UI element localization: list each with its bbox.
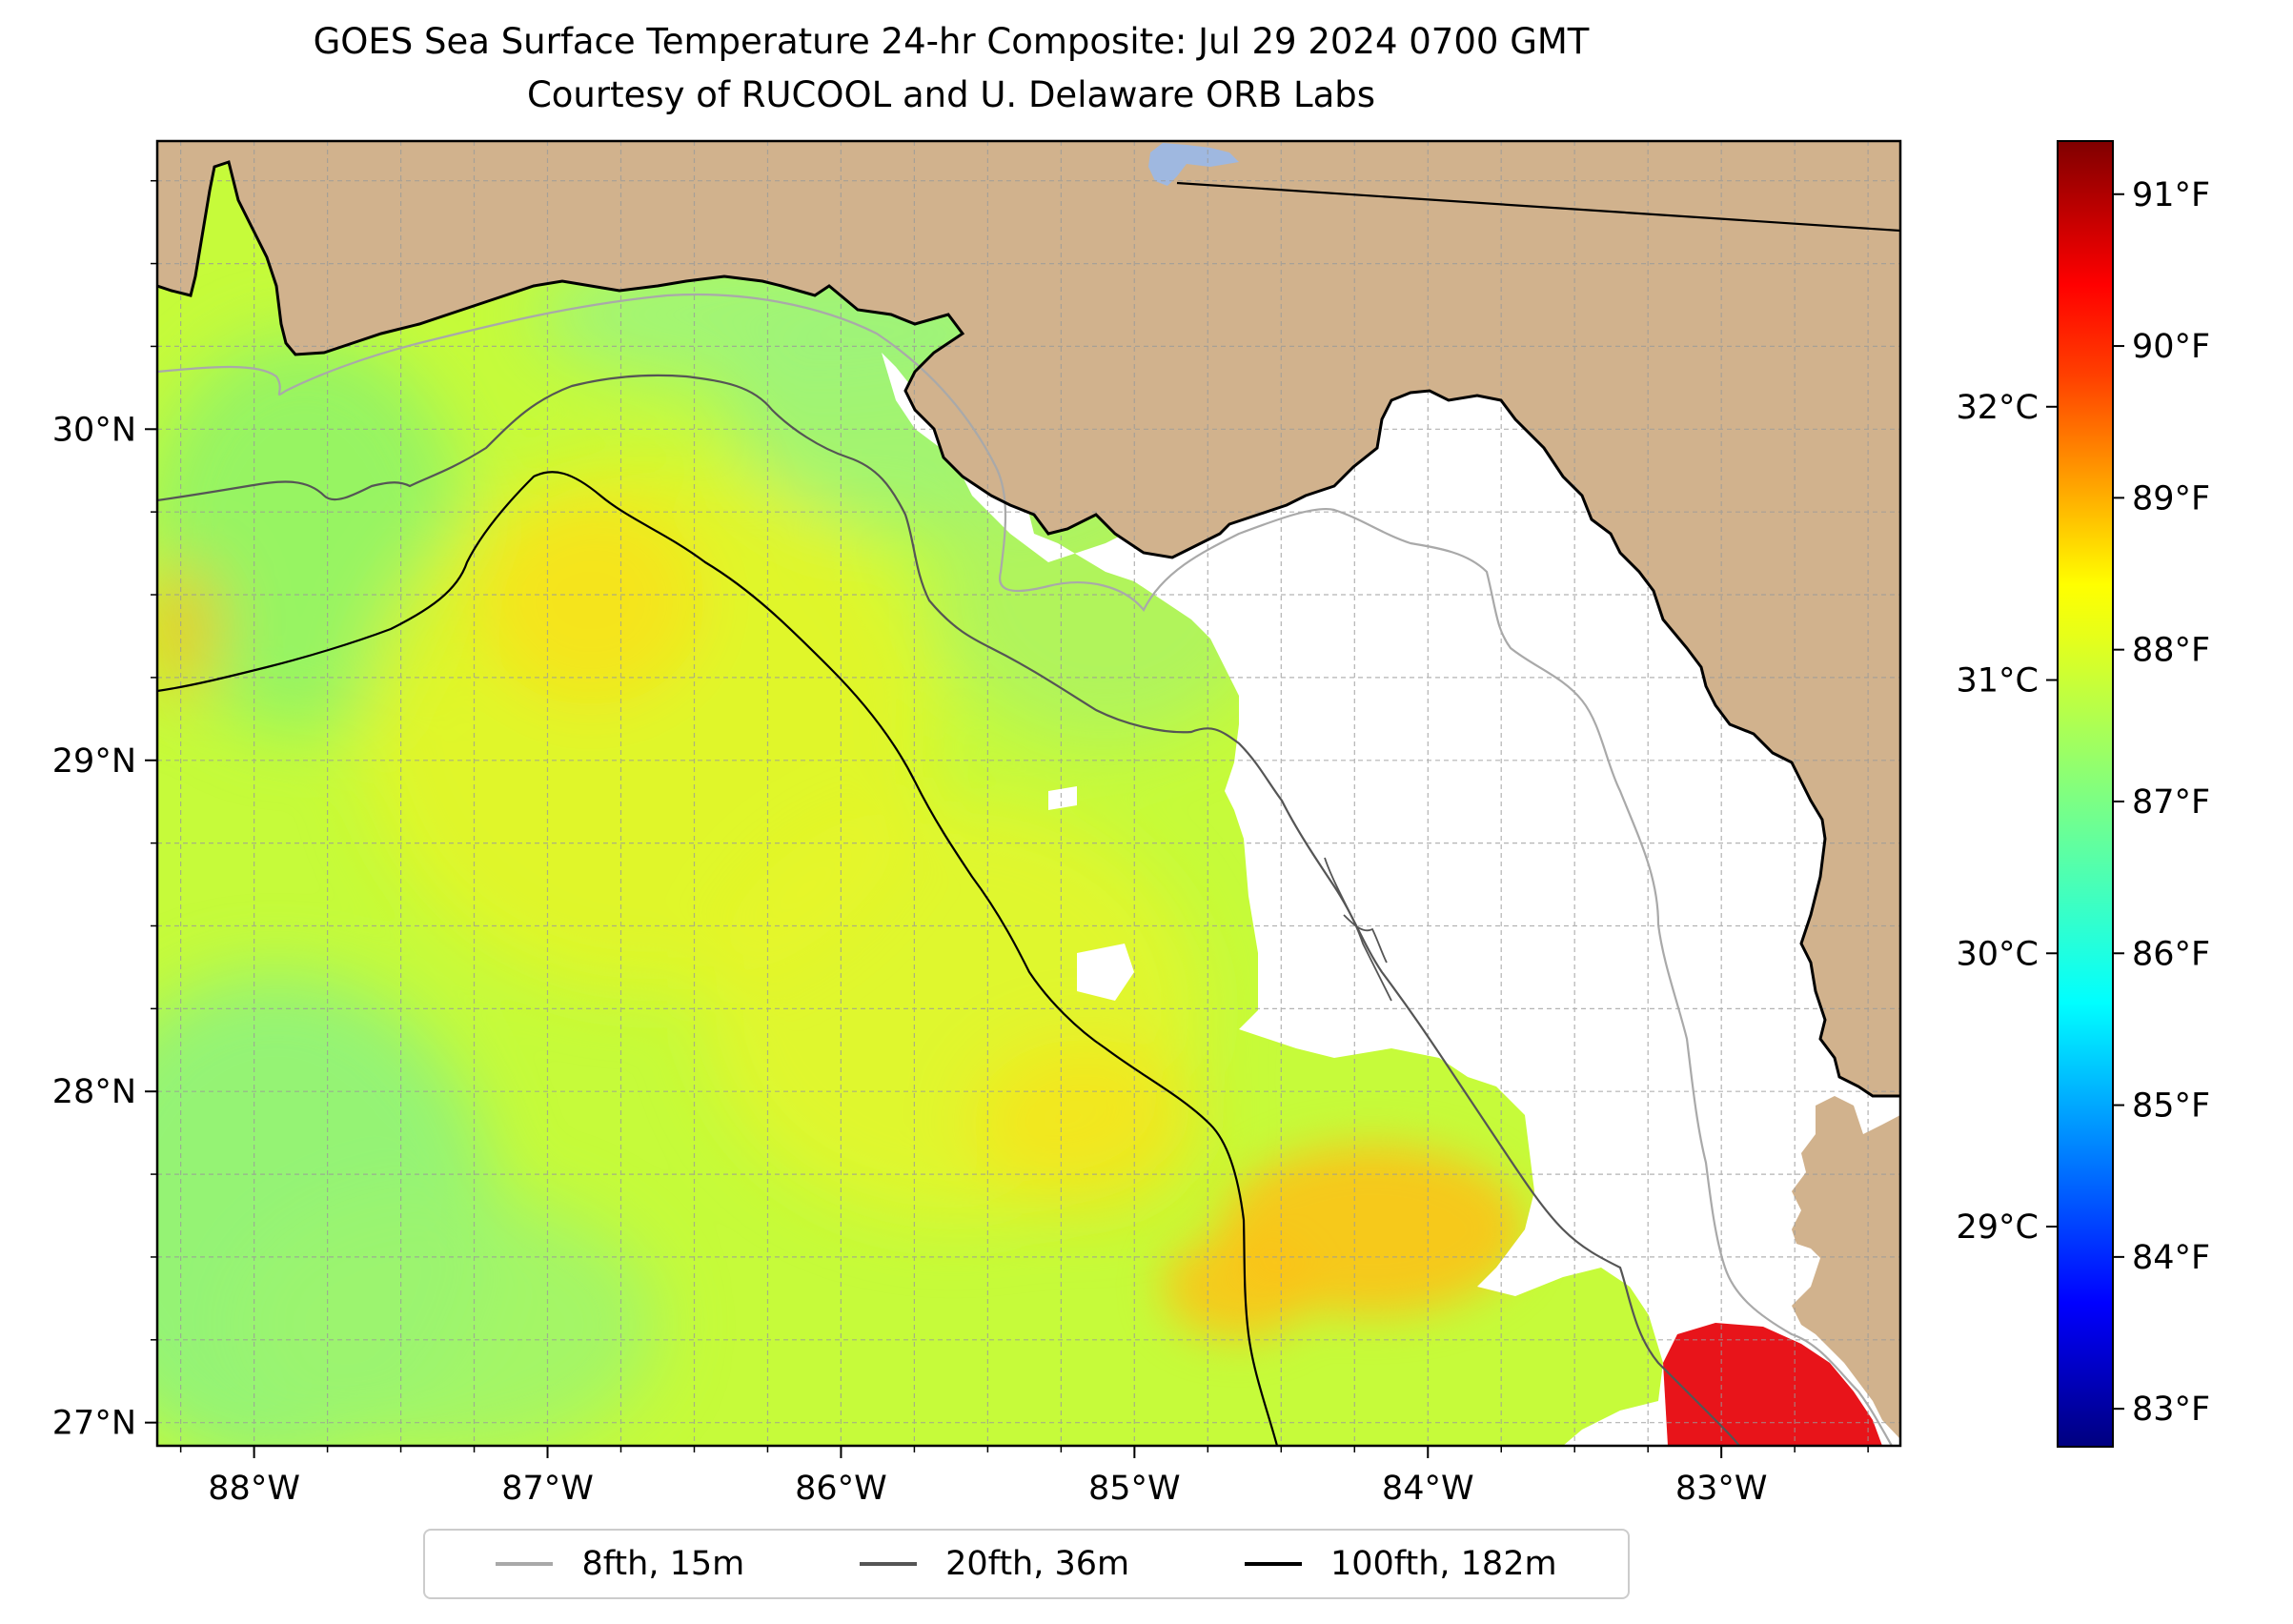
no-data-region	[882, 141, 1900, 1446]
state-border	[1176, 181, 1900, 233]
colorbar-fahrenheit-ticks: 83°F 84°F 85°F 86°F 87°F 88°F 89°F 90°F 91°F	[2113, 176, 2210, 1429]
longitude-axis: 88°W 87°W 86°W 85°W 84°W 83°W	[179, 1446, 1869, 1508]
colorbar-f-label: 86°F	[2132, 935, 2210, 973]
colorbar-f-label: 88°F	[2132, 632, 2210, 670]
colorbar-f-label: 84°F	[2132, 1239, 2210, 1277]
lon-tick-label: 87°W	[501, 1470, 594, 1508]
colorbar-f-label: 90°F	[2132, 328, 2210, 366]
lon-tick-label: 88°W	[208, 1470, 300, 1508]
isobath-8fth	[157, 293, 1893, 1446]
colorbar-f-label: 89°F	[2132, 479, 2210, 518]
legend-swatch-8fth	[496, 1562, 554, 1566]
colorbar-celsius-ticks: 29°C 30°C 31°C 32°C	[1957, 389, 2058, 1247]
colorbar-c-label: 29°C	[1957, 1208, 2039, 1247]
legend-swatch-20fth	[860, 1562, 918, 1566]
isobath-100fth	[157, 471, 1279, 1446]
figure-title: GOES Sea Surface Temperature 24-hr Compo…	[313, 21, 1590, 62]
legend-item-8fth: 8fth, 15m	[496, 1545, 744, 1583]
lon-tick-label: 84°W	[1382, 1470, 1474, 1508]
legend-label-100fth: 100fth, 182m	[1329, 1545, 1557, 1583]
lon-tick-label: 85°W	[1088, 1470, 1181, 1508]
lon-tick-label: 86°W	[795, 1470, 887, 1508]
figure-subtitle: Courtesy of RUCOOL and U. Delaware ORB L…	[526, 74, 1376, 115]
map-area	[157, 141, 1900, 1446]
colorbar-c-label: 31°C	[1957, 662, 2039, 700]
colorbar: 83°F 84°F 85°F 86°F 87°F 88°F 89°F 90°F 91°F 29°…	[1957, 140, 2210, 1448]
isobath-20fth-inshore-2	[1343, 914, 1388, 964]
lat-tick-label: 28°N	[52, 1073, 136, 1111]
legend-label-8fth: 8fth, 15m	[581, 1545, 745, 1583]
map-frame	[155, 139, 1902, 1448]
sst-field	[157, 141, 1900, 1446]
coastline	[157, 160, 1900, 1098]
isobath-contours	[157, 293, 1893, 1446]
latitude-axis: 27°N 28°N 29°N 30°N	[52, 179, 157, 1443]
lat-tick-label: 29°N	[52, 742, 136, 781]
colorbar-f-label: 85°F	[2132, 1087, 2210, 1126]
lat-tick-label: 30°N	[52, 411, 136, 449]
isobath-20fth	[157, 374, 1740, 1446]
lake	[1148, 143, 1239, 186]
colorbar-c-label: 32°C	[1957, 389, 2039, 427]
lon-tick-label: 83°W	[1675, 1470, 1768, 1508]
gridlines	[157, 141, 1900, 1446]
isobath-20fth-inshore-1	[1324, 857, 1392, 1002]
colorbar-gradient	[2057, 140, 2114, 1448]
legend-swatch-100fth	[1244, 1562, 1302, 1566]
lat-tick-label: 27°N	[52, 1405, 136, 1443]
legend-item-100fth: 100fth, 182m	[1244, 1545, 1557, 1583]
colorbar-f-label: 91°F	[2132, 176, 2210, 214]
colorbar-f-label: 83°F	[2132, 1391, 2210, 1429]
colorbar-c-label: 30°C	[1957, 935, 2039, 973]
legend-item-20fth: 20fth, 36m	[860, 1545, 1129, 1583]
legend: 8fth, 15m 20fth, 36m 100fth, 182m	[423, 1529, 1630, 1599]
colorbar-f-label: 87°F	[2132, 783, 2210, 822]
hot-sst-core	[1663, 1323, 1882, 1446]
legend-label-20fth: 20fth, 36m	[945, 1545, 1130, 1583]
land-region	[157, 141, 1900, 1446]
